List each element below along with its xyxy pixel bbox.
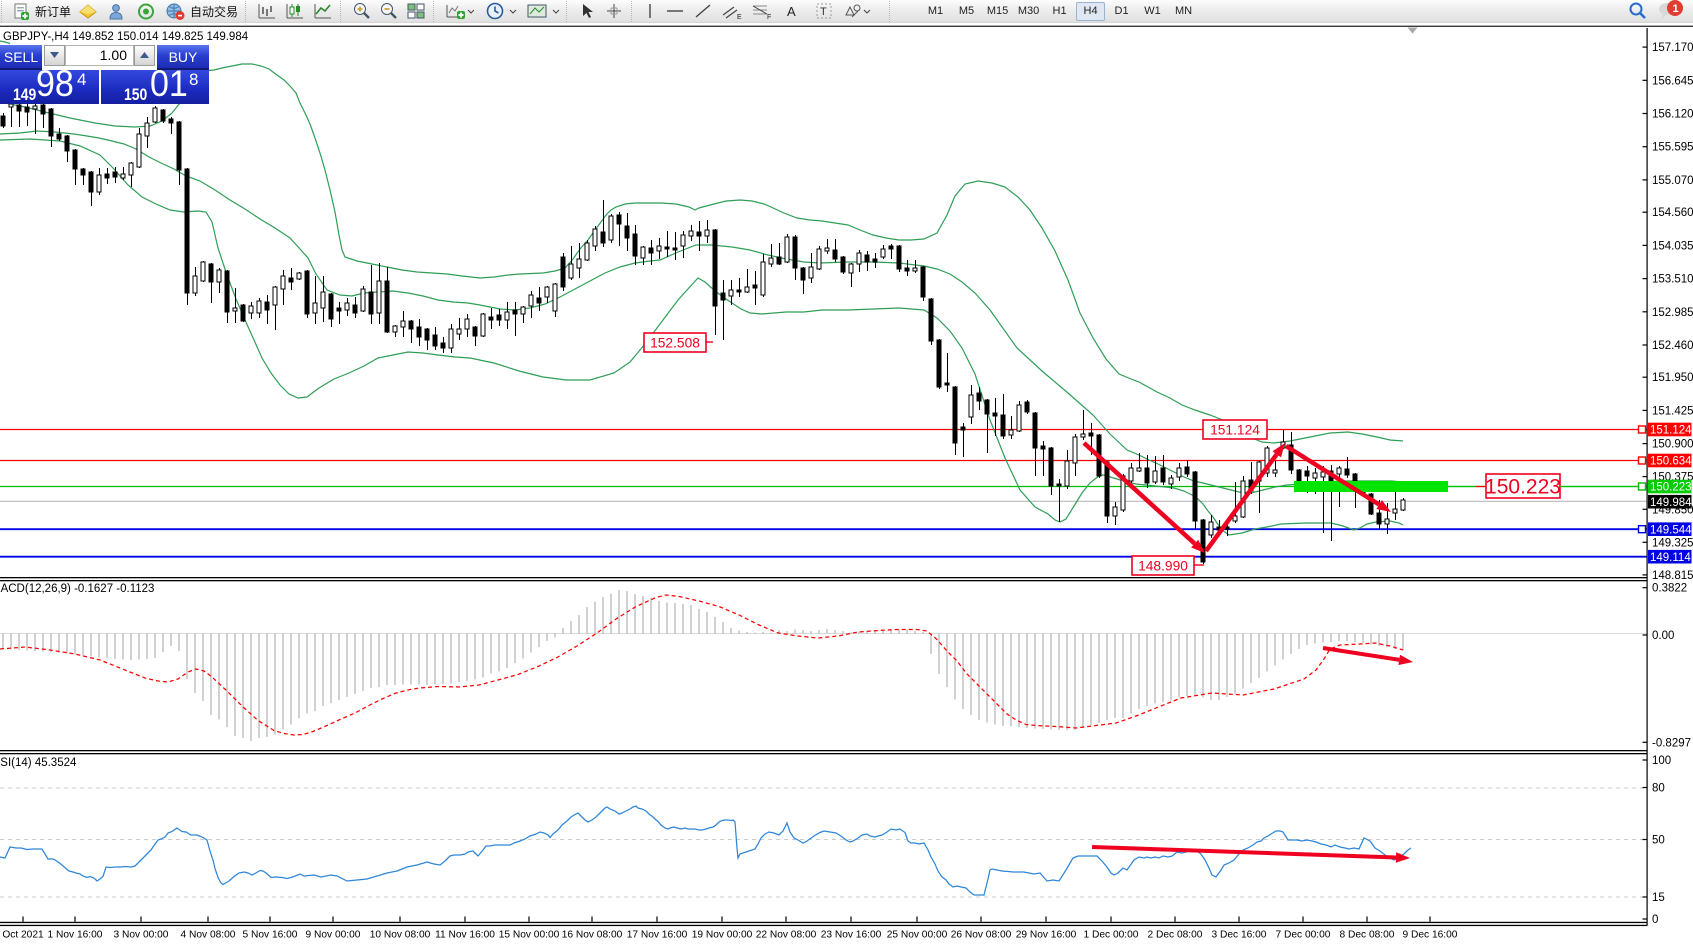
svg-text:3 Nov 00:00: 3 Nov 00:00 (114, 930, 169, 941)
svg-text:156.120: 156.120 (1652, 109, 1693, 121)
svg-text:29 Nov 16:00: 29 Nov 16:00 (1016, 930, 1077, 941)
svg-text:151.124: 151.124 (1650, 425, 1692, 437)
svg-text:80: 80 (1652, 783, 1665, 795)
svg-text:F: F (767, 14, 771, 21)
svg-text:16 Nov 08:00: 16 Nov 08:00 (562, 930, 623, 941)
svg-text:154.560: 154.560 (1652, 207, 1693, 219)
svg-text:5 Nov 16:00: 5 Nov 16:00 (243, 930, 298, 941)
svg-text:15 Nov 00:00: 15 Nov 00:00 (499, 930, 560, 941)
svg-text:148.815: 148.815 (1652, 570, 1693, 582)
svg-text:152.460: 152.460 (1652, 340, 1693, 352)
svg-text:151.950: 151.950 (1652, 372, 1693, 384)
svg-text:149.544: 149.544 (1650, 524, 1692, 536)
svg-text:10 Nov 08:00: 10 Nov 08:00 (370, 930, 431, 941)
svg-text:19 Nov 00:00: 19 Nov 00:00 (692, 930, 753, 941)
svg-text:0: 0 (1652, 914, 1658, 926)
svg-text:1 Dec 00:00: 1 Dec 00:00 (1084, 930, 1139, 941)
svg-text:15: 15 (1652, 892, 1665, 904)
svg-text:4 Nov 08:00: 4 Nov 08:00 (181, 930, 236, 941)
svg-text:149.114: 149.114 (1650, 552, 1691, 564)
svg-text:149.984: 149.984 (1650, 497, 1692, 509)
svg-text:153.510: 153.510 (1652, 274, 1693, 286)
svg-text:50: 50 (1652, 835, 1665, 847)
svg-text:150.634: 150.634 (1650, 456, 1692, 468)
svg-text:151.124: 151.124 (1210, 422, 1260, 437)
svg-text:100: 100 (1652, 755, 1671, 767)
svg-text:150.900: 150.900 (1652, 439, 1693, 451)
svg-text:154.035: 154.035 (1652, 240, 1693, 252)
svg-text:8 Dec 08:00: 8 Dec 08:00 (1340, 930, 1395, 941)
svg-text:152.985: 152.985 (1652, 307, 1693, 319)
svg-text:-0.8297: -0.8297 (1652, 737, 1691, 749)
svg-text:E: E (737, 14, 742, 21)
svg-text:148.990: 148.990 (1138, 558, 1188, 573)
svg-text:156.645: 156.645 (1652, 75, 1693, 87)
svg-text:9 Nov 00:00: 9 Nov 00:00 (306, 930, 361, 941)
svg-text:0.00: 0.00 (1652, 630, 1674, 642)
svg-text:0.3822: 0.3822 (1652, 583, 1687, 595)
svg-text:26 Nov 08:00: 26 Nov 08:00 (951, 930, 1012, 941)
svg-text:MACD(12,26,9) -0.1627 -0.1123: MACD(12,26,9) -0.1627 -0.1123 (0, 583, 154, 595)
svg-text:A: A (787, 4, 796, 19)
svg-text:3 Dec 16:00: 3 Dec 16:00 (1212, 930, 1267, 941)
svg-text:157.170: 157.170 (1652, 42, 1693, 54)
svg-text:25 Nov 00:00: 25 Nov 00:00 (887, 930, 948, 941)
svg-text:1 Nov 16:00: 1 Nov 16:00 (48, 930, 103, 941)
svg-text:149.325: 149.325 (1652, 537, 1693, 549)
svg-text:1: 1 (1673, 3, 1679, 15)
svg-text:Oct 2021: Oct 2021 (2, 930, 44, 941)
svg-text:9 Dec 16:00: 9 Dec 16:00 (1403, 930, 1458, 941)
svg-text:7 Dec 00:00: 7 Dec 00:00 (1276, 930, 1331, 941)
svg-text:151.425: 151.425 (1652, 405, 1693, 417)
svg-text:150.223: 150.223 (1485, 476, 1561, 499)
svg-text:2 Dec 08:00: 2 Dec 08:00 (1148, 930, 1203, 941)
svg-text:155.595: 155.595 (1652, 142, 1693, 154)
svg-text:23 Nov 16:00: 23 Nov 16:00 (821, 930, 882, 941)
svg-text:152.508: 152.508 (650, 335, 700, 350)
svg-text:GBPJPY-,H4 149.852 150.014 14: GBPJPY-,H4 149.852 150.014 149.825 149.9… (3, 31, 249, 43)
svg-text:150.223: 150.223 (1650, 482, 1692, 494)
svg-text:17 Nov 16:00: 17 Nov 16:00 (627, 930, 688, 941)
svg-text:RSI(14) 45.3524: RSI(14) 45.3524 (0, 757, 77, 769)
svg-text:155.070: 155.070 (1652, 175, 1693, 187)
svg-text:T: T (820, 6, 827, 18)
svg-text:22 Nov 08:00: 22 Nov 08:00 (756, 930, 817, 941)
svg-text:11 Nov 16:00: 11 Nov 16:00 (435, 930, 495, 941)
